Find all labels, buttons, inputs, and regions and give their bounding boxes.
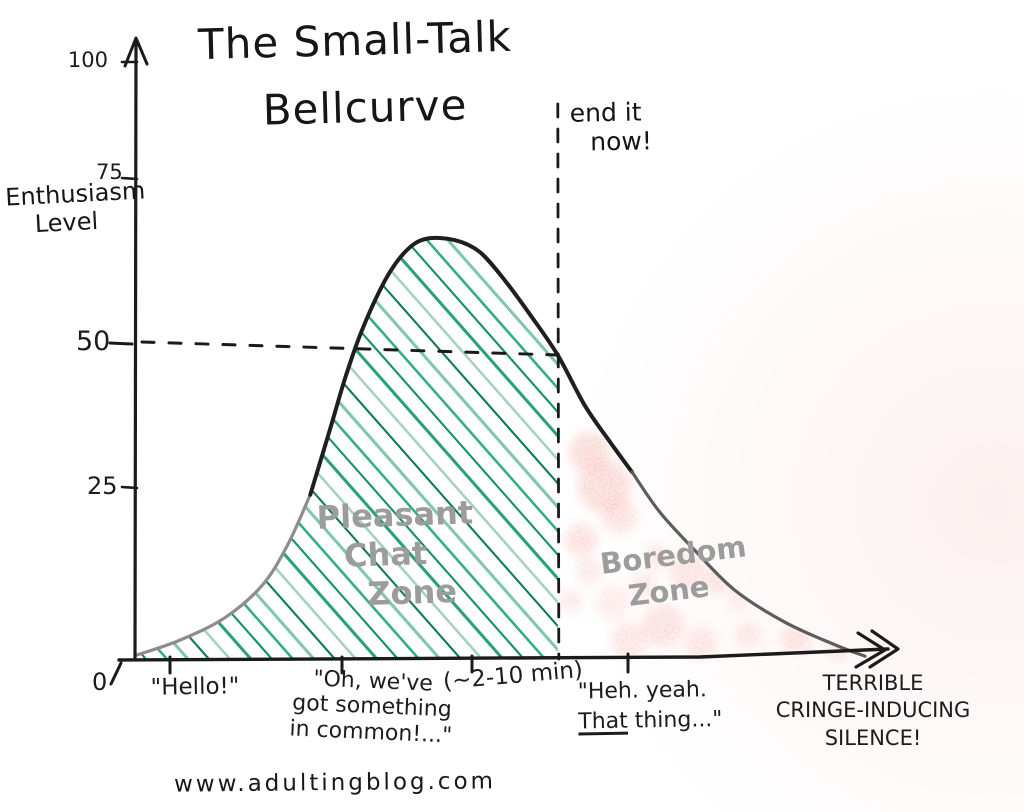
fifty-tick-dash <box>108 341 134 346</box>
end-it-now-line2: now! <box>589 126 653 157</box>
underlined-word: That <box>578 708 628 735</box>
x-axis-line <box>117 647 890 662</box>
x-label-that-thing-line2: That thing..." <box>578 704 758 737</box>
end-it-now-annotation: end it now! <box>569 97 653 157</box>
origin-label: 0 <box>92 668 108 696</box>
bell-curve-left-tail <box>135 493 312 657</box>
x-label-silence-line2: CRINGE-INDUCING <box>775 698 971 723</box>
x-label-silence: TERRIBLE CRINGE-INDUCING SILENCE! <box>748 670 998 752</box>
x-axis-ticks <box>109 652 630 686</box>
x-label-that-thing: "Heh. yeah. That thing..." <box>569 674 758 737</box>
bell-curve-right-tail <box>630 470 867 658</box>
pleasant-line1: Pleasant <box>316 493 474 537</box>
y-tick-50: 50 <box>76 326 111 357</box>
y-tick-75: 75 <box>96 160 123 184</box>
boredom-zone-spray-grain <box>559 432 848 660</box>
y-axis-ticks <box>120 60 139 490</box>
bell-curve-main <box>308 235 634 497</box>
y-axis-line <box>133 38 138 661</box>
y-axis-arrowhead <box>123 36 149 68</box>
x-label-silence-line1: TERRIBLE <box>822 671 924 695</box>
threshold-dashed-line <box>140 340 560 357</box>
y-axis-title: Enthusiasm Level <box>5 176 148 239</box>
pleasant-chat-zone-label: Pleasant Chat Zone <box>316 493 476 615</box>
x-label-that-thing-line1: "Heh. yeah. <box>577 677 708 705</box>
x-label-silence-line3: SILENCE! <box>824 725 922 750</box>
y-tick-25: 25 <box>87 472 118 500</box>
that-thing-rest: thing..." <box>627 706 723 734</box>
end-it-now-line1: end it <box>569 97 642 128</box>
pleasant-line3: Zone <box>366 571 458 614</box>
footer-url: www.adultingblog.com <box>173 768 497 798</box>
y-tick-100: 100 <box>67 48 108 72</box>
x-axis-arrowhead <box>854 631 887 669</box>
x-axis-arrowhead-2 <box>868 629 900 669</box>
pleasant-line2: Chat <box>343 533 428 575</box>
x-label-hello: "Hello!" <box>150 673 240 701</box>
end-it-now-dashed-line <box>556 102 561 661</box>
